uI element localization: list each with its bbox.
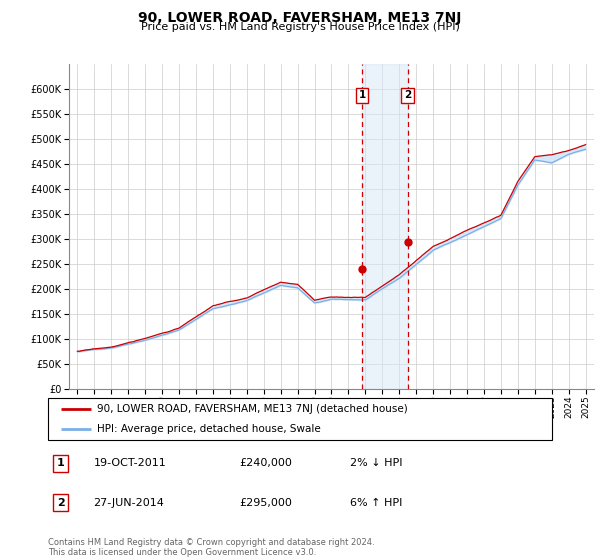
Bar [362,64,408,389]
Text: HPI: Average price, detached house, Swale: HPI: Average price, detached house, Swal… [97,424,321,434]
Text: 19-OCT-2011: 19-OCT-2011 [94,459,166,468]
Text: 2% ↓ HPI: 2% ↓ HPI [350,459,403,468]
Text: Contains HM Land Registry data © Crown copyright and database right 2024.
This d: Contains HM Land Registry data © Crown c… [48,538,374,557]
Text: 6% ↑ HPI: 6% ↑ HPI [350,498,403,507]
Text: 90, LOWER ROAD, FAVERSHAM, ME13 7NJ (detached house): 90, LOWER ROAD, FAVERSHAM, ME13 7NJ (det… [97,404,408,414]
Text: Price paid vs. HM Land Registry's House Price Index (HPI): Price paid vs. HM Land Registry's House … [140,22,460,32]
Text: £295,000: £295,000 [239,498,292,507]
Text: 2: 2 [404,90,412,100]
Text: 2: 2 [57,498,64,507]
Text: 1: 1 [358,90,365,100]
Text: 1: 1 [57,459,64,468]
Text: 27-JUN-2014: 27-JUN-2014 [94,498,164,507]
Point [357,265,367,274]
Text: 90, LOWER ROAD, FAVERSHAM, ME13 7NJ: 90, LOWER ROAD, FAVERSHAM, ME13 7NJ [139,11,461,25]
Point [403,237,413,246]
FancyBboxPatch shape [48,398,552,440]
Text: £240,000: £240,000 [239,459,292,468]
